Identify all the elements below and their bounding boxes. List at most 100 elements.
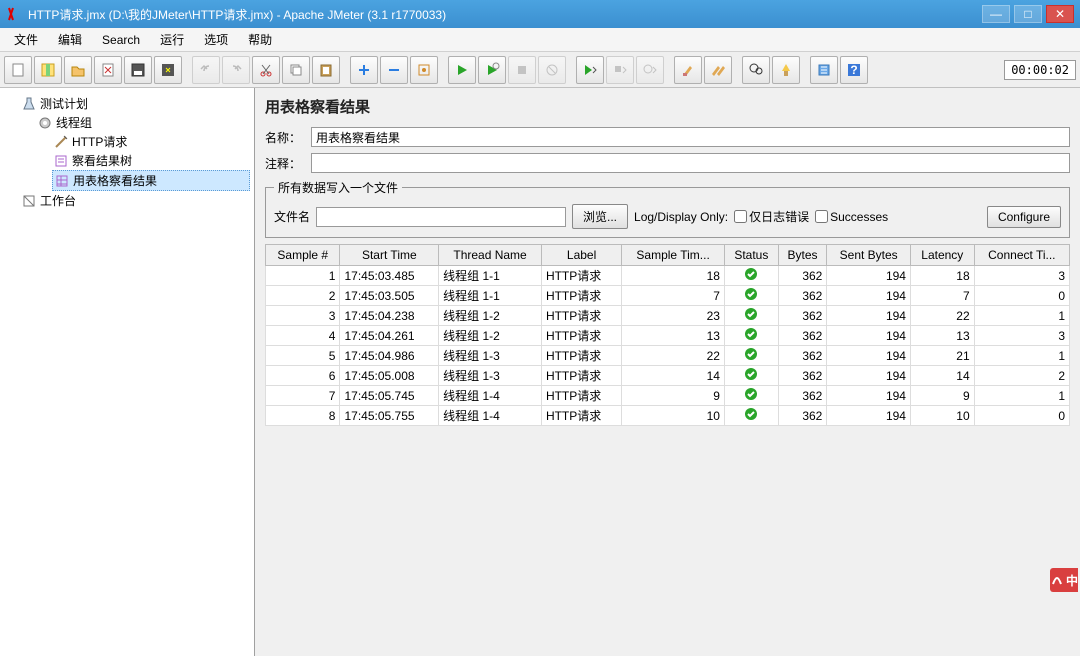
status-cell bbox=[724, 326, 778, 346]
success-icon bbox=[744, 287, 758, 301]
expand-icon[interactable] bbox=[350, 56, 378, 84]
file-label: 文件名 bbox=[274, 208, 310, 225]
column-header[interactable]: Sent Bytes bbox=[827, 245, 911, 266]
menu-文件[interactable]: 文件 bbox=[4, 29, 48, 50]
new-icon[interactable] bbox=[4, 56, 32, 84]
start-icon[interactable] bbox=[448, 56, 476, 84]
search-icon[interactable] bbox=[742, 56, 770, 84]
tree-workbench[interactable]: 工作台 bbox=[20, 191, 250, 210]
comment-input[interactable] bbox=[311, 153, 1070, 173]
table-row[interactable]: 117:45:03.485线程组 1-1HTTP请求18362194183 bbox=[266, 266, 1070, 286]
column-header[interactable]: Label bbox=[541, 245, 621, 266]
toggle-icon[interactable] bbox=[410, 56, 438, 84]
templates-icon[interactable] bbox=[34, 56, 62, 84]
column-header[interactable]: Sample # bbox=[266, 245, 340, 266]
table-row[interactable]: 217:45:03.505线程组 1-1HTTP请求736219470 bbox=[266, 286, 1070, 306]
status-cell bbox=[724, 286, 778, 306]
undo-icon[interactable] bbox=[192, 56, 220, 84]
shutdown-icon[interactable] bbox=[538, 56, 566, 84]
table-row[interactable]: 517:45:04.986线程组 1-3HTTP请求22362194211 bbox=[266, 346, 1070, 366]
success-icon bbox=[744, 327, 758, 341]
minimize-button[interactable]: — bbox=[982, 5, 1010, 23]
paste-icon[interactable] bbox=[312, 56, 340, 84]
logdisplay-label: Log/Display Only: bbox=[634, 210, 728, 224]
table-row[interactable]: 817:45:05.755线程组 1-4HTTP请求10362194100 bbox=[266, 406, 1070, 426]
success-icon bbox=[744, 267, 758, 281]
fieldset-legend: 所有数据写入一个文件 bbox=[274, 179, 402, 196]
tree-item[interactable]: 察看结果树 bbox=[52, 151, 250, 170]
save-icon[interactable] bbox=[124, 56, 152, 84]
success-icon bbox=[744, 367, 758, 381]
tree-item[interactable]: 用表格察看结果 bbox=[52, 170, 250, 191]
status-cell bbox=[724, 386, 778, 406]
menu-选项[interactable]: 选项 bbox=[194, 29, 238, 50]
menu-search[interactable]: Search bbox=[92, 31, 150, 49]
panel-title: 用表格察看结果 bbox=[265, 96, 1070, 117]
column-header[interactable]: Start Time bbox=[340, 245, 439, 266]
tree-item[interactable]: HTTP请求 bbox=[52, 132, 250, 151]
close-button[interactable]: ✕ bbox=[1046, 5, 1074, 23]
open-icon[interactable] bbox=[64, 56, 92, 84]
copy-icon[interactable] bbox=[282, 56, 310, 84]
status-cell bbox=[724, 366, 778, 386]
menu-运行[interactable]: 运行 bbox=[150, 29, 194, 50]
name-label: 名称： bbox=[265, 129, 307, 146]
column-header[interactable]: Bytes bbox=[778, 245, 827, 266]
save-as-icon[interactable] bbox=[154, 56, 182, 84]
start-no-timers-icon[interactable] bbox=[478, 56, 506, 84]
status-cell bbox=[724, 266, 778, 286]
tree-item-label: 用表格察看结果 bbox=[73, 172, 157, 189]
collapse-icon[interactable] bbox=[380, 56, 408, 84]
cut-icon[interactable] bbox=[252, 56, 280, 84]
successes-checkbox[interactable]: Successes bbox=[815, 210, 888, 224]
success-icon bbox=[744, 347, 758, 361]
browse-button[interactable]: 浏览... bbox=[572, 204, 628, 229]
menu-帮助[interactable]: 帮助 bbox=[238, 29, 282, 50]
stop-icon[interactable] bbox=[508, 56, 536, 84]
tree-node-icon bbox=[54, 154, 68, 168]
write-to-file-fieldset: 所有数据写入一个文件 文件名 浏览... Log/Display Only: 仅… bbox=[265, 179, 1070, 238]
titlebar: HTTP请求.jmx (D:\我的JMeter\HTTP请求.jmx) - Ap… bbox=[0, 0, 1080, 28]
clear-all-icon[interactable] bbox=[704, 56, 732, 84]
toolbar: ? 00:00:02 bbox=[0, 52, 1080, 88]
success-icon bbox=[744, 407, 758, 421]
tree-workbench-label: 工作台 bbox=[40, 192, 76, 209]
table-row[interactable]: 417:45:04.261线程组 1-2HTTP请求13362194133 bbox=[266, 326, 1070, 346]
help-icon[interactable]: ? bbox=[840, 56, 868, 84]
test-plan-tree[interactable]: 测试计划 线程组 HTTP请求察看结果树用表格察看结果 工作台 bbox=[0, 88, 255, 656]
tree-item-label: 察看结果树 bbox=[72, 152, 132, 169]
column-header[interactable]: Sample Tim... bbox=[622, 245, 725, 266]
results-table[interactable]: Sample #Start TimeThread NameLabelSample… bbox=[265, 244, 1070, 426]
remote-stop-icon[interactable] bbox=[606, 56, 634, 84]
tree-thread-group[interactable]: 线程组 bbox=[36, 113, 250, 132]
filename-input[interactable] bbox=[316, 207, 566, 227]
column-header[interactable]: Connect Ti... bbox=[974, 245, 1069, 266]
column-header[interactable]: Latency bbox=[910, 245, 974, 266]
configure-button[interactable]: Configure bbox=[987, 206, 1061, 228]
ime-badge[interactable]: 中 bbox=[1050, 568, 1078, 592]
gear-icon bbox=[38, 116, 52, 130]
success-icon bbox=[744, 387, 758, 401]
redo-icon[interactable] bbox=[222, 56, 250, 84]
table-row[interactable]: 717:45:05.745线程组 1-4HTTP请求936219491 bbox=[266, 386, 1070, 406]
tree-root[interactable]: 测试计划 bbox=[20, 94, 250, 113]
content-panel: 用表格察看结果 名称： 注释： 所有数据写入一个文件 文件名 浏览... Log… bbox=[255, 88, 1080, 656]
success-icon bbox=[744, 307, 758, 321]
workbench-icon bbox=[22, 194, 36, 208]
column-header[interactable]: Thread Name bbox=[439, 245, 542, 266]
only-errors-checkbox[interactable]: 仅日志错误 bbox=[734, 208, 809, 225]
clear-icon[interactable] bbox=[674, 56, 702, 84]
maximize-button[interactable]: □ bbox=[1014, 5, 1042, 23]
tree-root-label: 测试计划 bbox=[40, 95, 88, 112]
remote-start-icon[interactable] bbox=[576, 56, 604, 84]
remote-shutdown-icon[interactable] bbox=[636, 56, 664, 84]
function-helper-icon[interactable] bbox=[810, 56, 838, 84]
menu-编辑[interactable]: 编辑 bbox=[48, 29, 92, 50]
table-row[interactable]: 317:45:04.238线程组 1-2HTTP请求23362194221 bbox=[266, 306, 1070, 326]
svg-text:?: ? bbox=[850, 63, 857, 77]
column-header[interactable]: Status bbox=[724, 245, 778, 266]
close-file-icon[interactable] bbox=[94, 56, 122, 84]
reset-search-icon[interactable] bbox=[772, 56, 800, 84]
name-input[interactable] bbox=[311, 127, 1070, 147]
table-row[interactable]: 617:45:05.008线程组 1-3HTTP请求14362194142 bbox=[266, 366, 1070, 386]
